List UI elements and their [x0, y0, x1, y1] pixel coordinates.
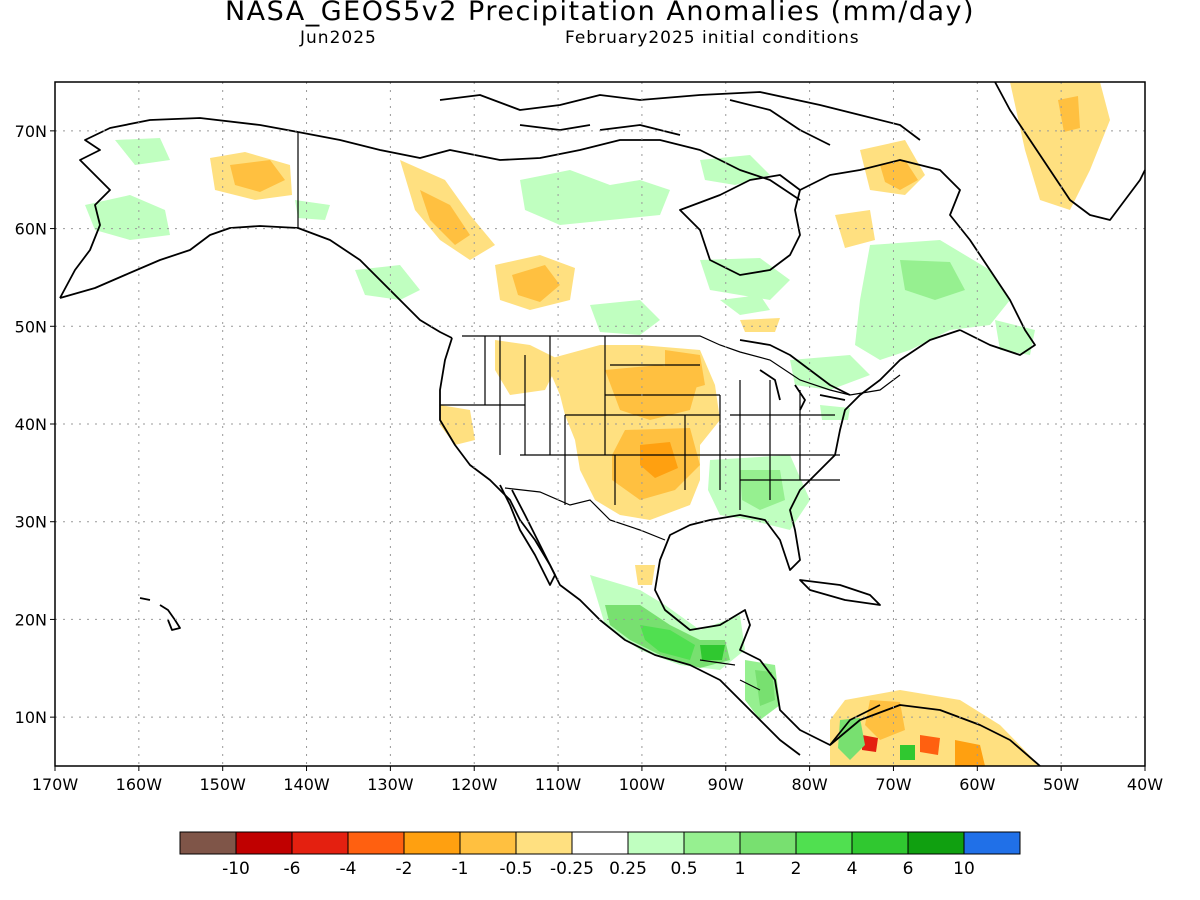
central-america-borders [699, 659, 761, 691]
colorbar-swatch [347, 831, 405, 855]
political-borders [297, 132, 901, 691]
colorbar-swatch [739, 831, 797, 855]
greenland-coast [994, 81, 1146, 221]
lon-tick-label: 100W [619, 775, 666, 794]
lat-tick-label: 20N [15, 610, 47, 629]
forecast-month: Jun2025 [300, 28, 377, 48]
colorbar-swatch [795, 831, 853, 855]
great-lakes [739, 339, 851, 411]
colorbar-swatch [627, 831, 685, 855]
lat-tick-label: 40N [15, 415, 47, 434]
colorbar-swatch [179, 831, 237, 855]
arctic-islands [439, 91, 921, 146]
colorbar-label: 6 [903, 859, 914, 879]
initial-conditions: February2025 initial conditions [565, 28, 860, 48]
gridlines [55, 82, 1145, 766]
colorbar-swatch [403, 831, 461, 855]
colorbar-label: -4 [340, 859, 357, 879]
colorbar-label: -1 [452, 859, 469, 879]
alaska-coast [59, 225, 453, 339]
axis-ticks [50, 130, 1146, 771]
colorbar-label: -0.25 [550, 859, 594, 879]
alaska-west-coast [59, 117, 299, 299]
hawaii [139, 597, 181, 631]
lon-tick-label: 50W [1043, 775, 1079, 794]
us-state-lines [440, 336, 840, 510]
lon-tick-label: 110W [535, 775, 582, 794]
wet-anomalies [85, 138, 1035, 760]
lon-tick-label: 140W [283, 775, 330, 794]
lon-tick-label: 120W [451, 775, 498, 794]
colorbar-swatch [291, 831, 349, 855]
lon-tick-label: 40W [1127, 775, 1163, 794]
baja [499, 484, 556, 586]
lon-tick-label: 70W [875, 775, 911, 794]
coastlines [59, 81, 1146, 767]
lon-tick-label: 150W [200, 775, 247, 794]
lon-tick-label: 80W [792, 775, 828, 794]
lat-tick-label: 50N [15, 317, 47, 336]
hudson-bay [679, 174, 801, 276]
south-america-coast [829, 704, 1041, 767]
colorbar-swatch [235, 831, 293, 855]
colorbar-swatch [907, 831, 965, 855]
colorbar-swatch [515, 831, 573, 855]
lon-tick-label: 160W [116, 775, 163, 794]
lat-tick-label: 60N [15, 220, 47, 239]
cuba [799, 579, 881, 606]
colorbar-swatch [963, 831, 1021, 855]
us-mexico-border [504, 487, 666, 541]
colorbar-swatch [683, 831, 741, 855]
colorbar-label: -10 [222, 859, 250, 879]
colorbar-label: 1 [735, 859, 746, 879]
lon-tick-label: 60W [959, 775, 995, 794]
lon-tick-label: 170W [32, 775, 79, 794]
longitude-labels: 170W 160W 150W 140W 130W 120W 110W 100W 90W 80W 70… [32, 775, 1163, 794]
colorbar [179, 831, 1021, 855]
colorbar-labels: -10 -6 -4 -2 -1 -0.5 -0.25 0.25 0.5 1 2 4 6 10 [222, 859, 975, 879]
lon-tick-label: 90W [708, 775, 744, 794]
canada-us-border [297, 132, 901, 396]
colorbar-label: 10 [953, 859, 975, 879]
colorbar-label: 2 [791, 859, 802, 879]
anomaly-fields [85, 82, 1110, 766]
lat-tick-label: 10N [15, 708, 47, 727]
colorbar-label: -6 [284, 859, 301, 879]
colorbar-label: -0.5 [499, 859, 532, 879]
arctic-coast [297, 131, 801, 201]
colorbar-swatch [851, 831, 909, 855]
labrador-coast [799, 159, 1036, 356]
lat-tick-label: 70N [15, 122, 47, 141]
colorbar-label: 4 [847, 859, 858, 879]
dry-anomalies [210, 82, 1110, 766]
latitude-labels: 10N 20N 30N 40N 50N 60N 70N [15, 122, 47, 727]
colorbar-label: 0.25 [609, 859, 647, 879]
colorbar-swatch [571, 831, 629, 855]
colorbar-swatch [459, 831, 517, 855]
colorbar-label: -2 [396, 859, 413, 879]
lon-tick-label: 130W [367, 775, 414, 794]
colorbar-label: 0.5 [670, 859, 697, 879]
map-title: NASA_GEOS5v2 Precipitation Anomalies (mm… [224, 0, 976, 27]
east-coast [654, 329, 961, 746]
lat-tick-label: 30N [15, 513, 47, 532]
